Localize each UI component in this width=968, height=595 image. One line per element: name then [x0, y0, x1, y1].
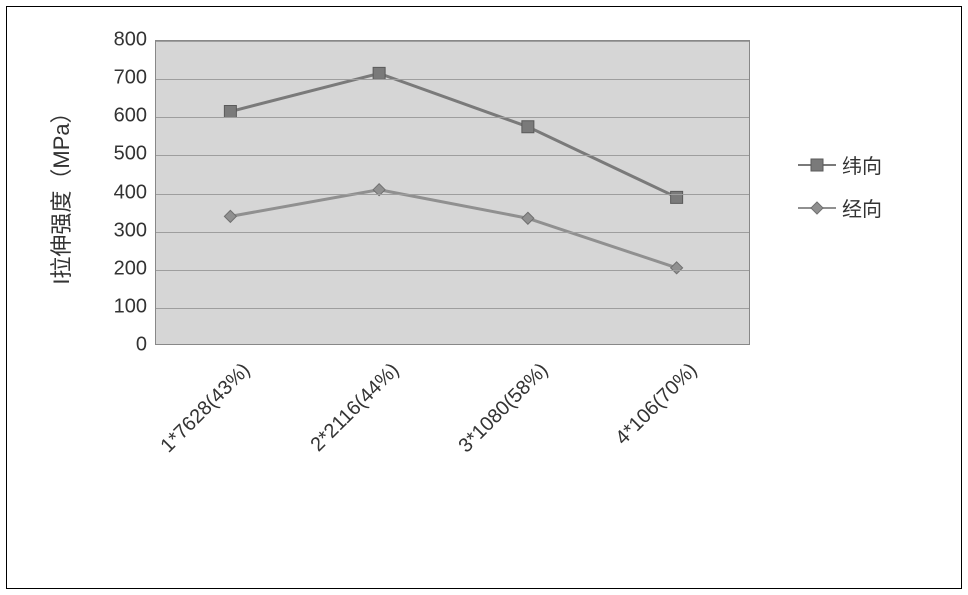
series-marker: [373, 67, 385, 79]
gridline: [156, 270, 749, 271]
y-tick-label: 200: [87, 257, 147, 280]
gridline: [156, 232, 749, 233]
y-tick-label: 500: [87, 143, 147, 166]
y-tick-label: 0: [87, 334, 147, 357]
gridline: [156, 308, 749, 309]
legend: 纬向经向: [798, 150, 882, 236]
gridline: [156, 41, 749, 42]
gridline: [156, 79, 749, 80]
series-line: [230, 73, 676, 197]
y-tick-label: 300: [87, 219, 147, 242]
gridline: [156, 155, 749, 156]
legend-marker-icon: [810, 158, 824, 172]
y-tick-label: 600: [87, 105, 147, 128]
series-marker: [671, 262, 683, 274]
series-line: [230, 190, 676, 268]
gridline: [156, 117, 749, 118]
y-tick-label: 100: [87, 295, 147, 318]
series-marker: [224, 106, 236, 118]
gridline: [156, 194, 749, 195]
legend-marker-icon: [810, 201, 824, 215]
legend-item: 纬向: [798, 150, 882, 179]
series-marker: [224, 210, 236, 222]
chart-container: I拉伸强度（MPa） 纬向经向 0 100 200 300 400 500 600 700 80…: [0, 0, 968, 595]
legend-line-icon: [798, 207, 836, 209]
plot-area: [155, 40, 750, 345]
series-marker: [522, 212, 534, 224]
y-axis-title: I拉伸强度（MPa）: [44, 101, 76, 284]
legend-item: 经向: [798, 193, 882, 222]
y-tick-label: 700: [87, 67, 147, 90]
legend-line-icon: [798, 164, 836, 166]
y-tick-label: 400: [87, 181, 147, 204]
legend-label: 经向: [842, 193, 882, 222]
y-tick-label: 800: [87, 29, 147, 52]
series-marker: [522, 121, 534, 133]
legend-label: 纬向: [842, 150, 882, 179]
